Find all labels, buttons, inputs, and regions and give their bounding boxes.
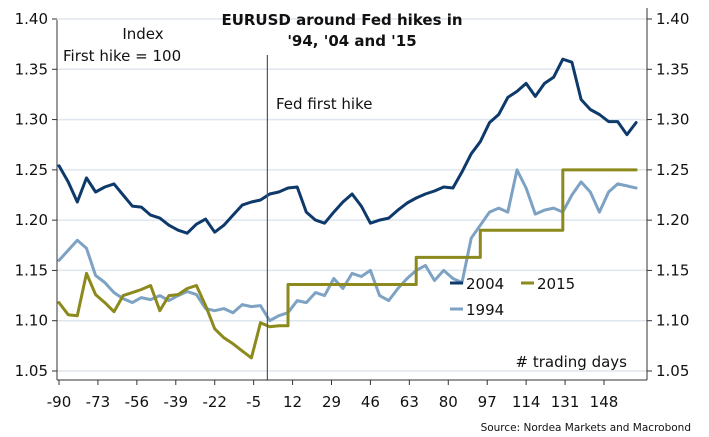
series-line-1994 (57, 168, 638, 323)
y-tick-label-left: 1.30 (15, 111, 48, 129)
chart-title-line-1: EURUSD around Fed hikes in (221, 11, 462, 29)
y-tick-label-right: 1.10 (656, 312, 689, 330)
index-sublabel: First hike = 100 (63, 47, 181, 65)
y-tick-label-left: 1.05 (15, 362, 48, 380)
y-tick-label-left: 1.15 (15, 261, 48, 279)
chart-title-line-2: '94, '04 and '15 (287, 32, 416, 50)
gridlines (57, 18, 647, 372)
x-tick-label: -90 (47, 393, 72, 411)
legend-label-2015: 2015 (537, 275, 575, 293)
x-tick-label: 29 (322, 393, 341, 411)
y-tick-label-right: 1.30 (656, 111, 689, 129)
series-line-2015 (57, 168, 638, 360)
x-tick-label: -5 (246, 393, 261, 411)
y-axis-right: 1.05 1.10 1.15 1.20 1.25 1.30 1.35 1.40 (647, 10, 689, 380)
y-tick-label-right: 1.35 (656, 60, 689, 78)
x-tick-label: -73 (86, 393, 111, 411)
x-axis-label: # trading days (516, 353, 628, 371)
x-tick-label: -56 (125, 393, 150, 411)
x-tick-label: 46 (361, 393, 380, 411)
y-tick-label-left: 1.40 (15, 10, 48, 28)
x-tick-label: 63 (400, 393, 419, 411)
y-tick-label-right: 1.20 (656, 211, 689, 229)
x-tick-label: 148 (590, 393, 619, 411)
y-tick-label-left: 1.35 (15, 60, 48, 78)
y-tick-label-right: 1.15 (656, 261, 689, 279)
y-tick-label-right: 1.40 (656, 10, 689, 28)
series-lines (57, 57, 638, 360)
x-tick-label: -22 (202, 393, 227, 411)
y-tick-label-left: 1.10 (15, 312, 48, 330)
source-note: Source: Nordea Markets and Macrobond (481, 422, 691, 434)
y-tick-label-left: 1.25 (15, 161, 48, 179)
y-tick-label-left: 1.20 (15, 211, 48, 229)
event-label: Fed first hike (276, 95, 372, 113)
legend-label-1994: 1994 (466, 301, 504, 319)
x-tick-label: 131 (551, 393, 580, 411)
series-line-2004 (57, 57, 638, 235)
y-tick-label-right: 1.05 (656, 362, 689, 380)
y-tick-label-right: 1.25 (656, 161, 689, 179)
x-axis: -90 -73 -56 -39 -22 -5 12 29 46 63 80 97 114 131 148 (47, 380, 619, 411)
x-tick-label: 80 (439, 393, 458, 411)
x-tick-label: 97 (478, 393, 497, 411)
y-axis-left: 1.05 1.10 1.15 1.20 1.25 1.30 1.35 1.40 (15, 10, 57, 380)
x-tick-label: 114 (512, 393, 541, 411)
x-tick-label: -39 (164, 393, 189, 411)
x-tick-label: 12 (283, 393, 302, 411)
legend-label-2004: 2004 (466, 275, 504, 293)
legend: 2004 2015 1994 (450, 275, 575, 319)
index-label: Index (122, 25, 163, 43)
axes (56, 8, 648, 381)
